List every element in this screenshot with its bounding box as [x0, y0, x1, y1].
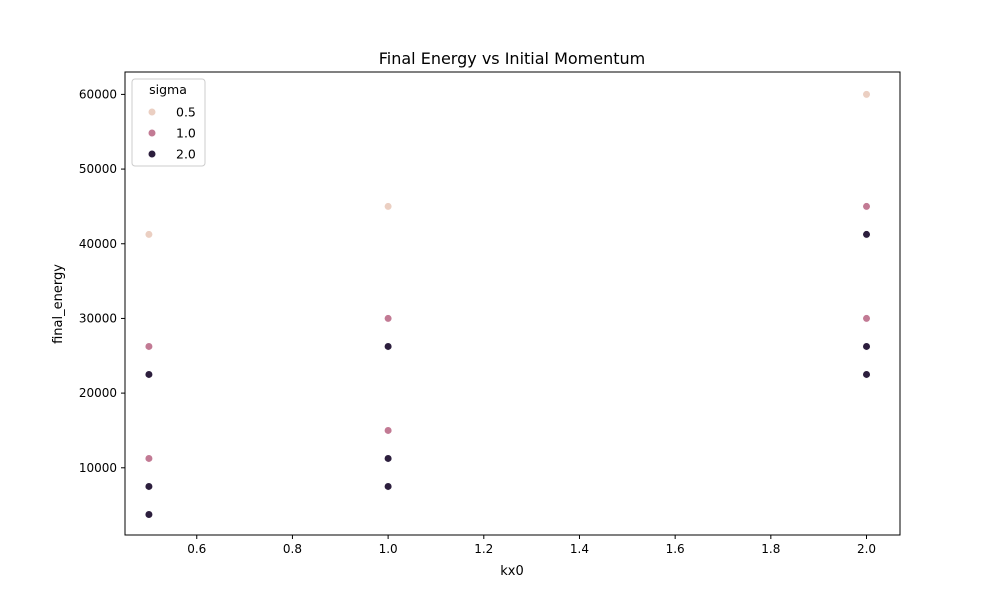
data-point-sigma-2.0: [862, 342, 871, 351]
y-tick-label: 40000: [79, 237, 117, 251]
data-point-sigma-1.0: [144, 342, 154, 351]
legend-label: 2.0: [176, 147, 196, 162]
legend-marker: [147, 128, 157, 138]
x-axis-label: kx0: [500, 564, 524, 579]
data-point-sigma-2.0: [144, 510, 154, 519]
data-point-sigma-2.0: [144, 370, 154, 379]
data-point-sigma-2.0: [144, 482, 154, 491]
data-point-sigma-1.0: [384, 314, 393, 323]
data-point-sigma-2.0: [862, 230, 871, 239]
legend-box: [131, 78, 206, 167]
x-tick-label: 1.4: [570, 542, 589, 556]
y-tick-label: 10000: [79, 461, 117, 475]
legend-title: sigma: [149, 82, 187, 97]
data-point-sigma-0.5: [384, 202, 393, 211]
x-tick-label: 1.6: [666, 542, 685, 556]
data-point-sigma-1.0: [384, 426, 393, 435]
legend-marker: [147, 107, 157, 117]
x-tick-label: 1.8: [761, 542, 780, 556]
x-tick-label: 0.6: [187, 542, 206, 556]
data-points: [144, 90, 871, 519]
data-point-sigma-1.0: [862, 314, 871, 323]
data-point-sigma-1.0: [862, 202, 871, 211]
x-tick-label: 1.0: [379, 542, 398, 556]
x-tick-label: 2.0: [857, 542, 876, 556]
y-tick-label: 20000: [79, 386, 117, 400]
y-tick-label: 30000: [79, 311, 117, 325]
data-point-sigma-2.0: [384, 482, 393, 491]
y-tick-label: 60000: [79, 87, 117, 101]
x-tick-label: 0.8: [283, 542, 302, 556]
data-point-sigma-2.0: [384, 454, 393, 463]
legend: sigma 0.5 1.0 2.0: [131, 78, 206, 167]
data-point-sigma-2.0: [384, 342, 393, 351]
legend-marker: [147, 149, 157, 159]
x-axis: 0.6 0.8 1.0 1.2 1.4 1.6 1.8 2.0: [187, 535, 876, 556]
y-tick-label: 50000: [79, 162, 117, 176]
data-point-sigma-0.5: [144, 230, 154, 239]
legend-label: 1.0: [176, 126, 196, 141]
data-point-sigma-2.0: [862, 370, 871, 379]
legend-label: 0.5: [176, 105, 196, 120]
plot-area: [124, 71, 901, 536]
y-axis-label: final_energy: [51, 264, 66, 344]
data-point-sigma-1.0: [144, 454, 154, 463]
chart-title: Final Energy vs Initial Momentum: [379, 49, 645, 68]
x-tick-label: 1.2: [474, 542, 493, 556]
data-point-sigma-0.5: [862, 90, 871, 99]
y-axis: 10000 20000 30000 40000 50000 60000: [79, 87, 125, 475]
